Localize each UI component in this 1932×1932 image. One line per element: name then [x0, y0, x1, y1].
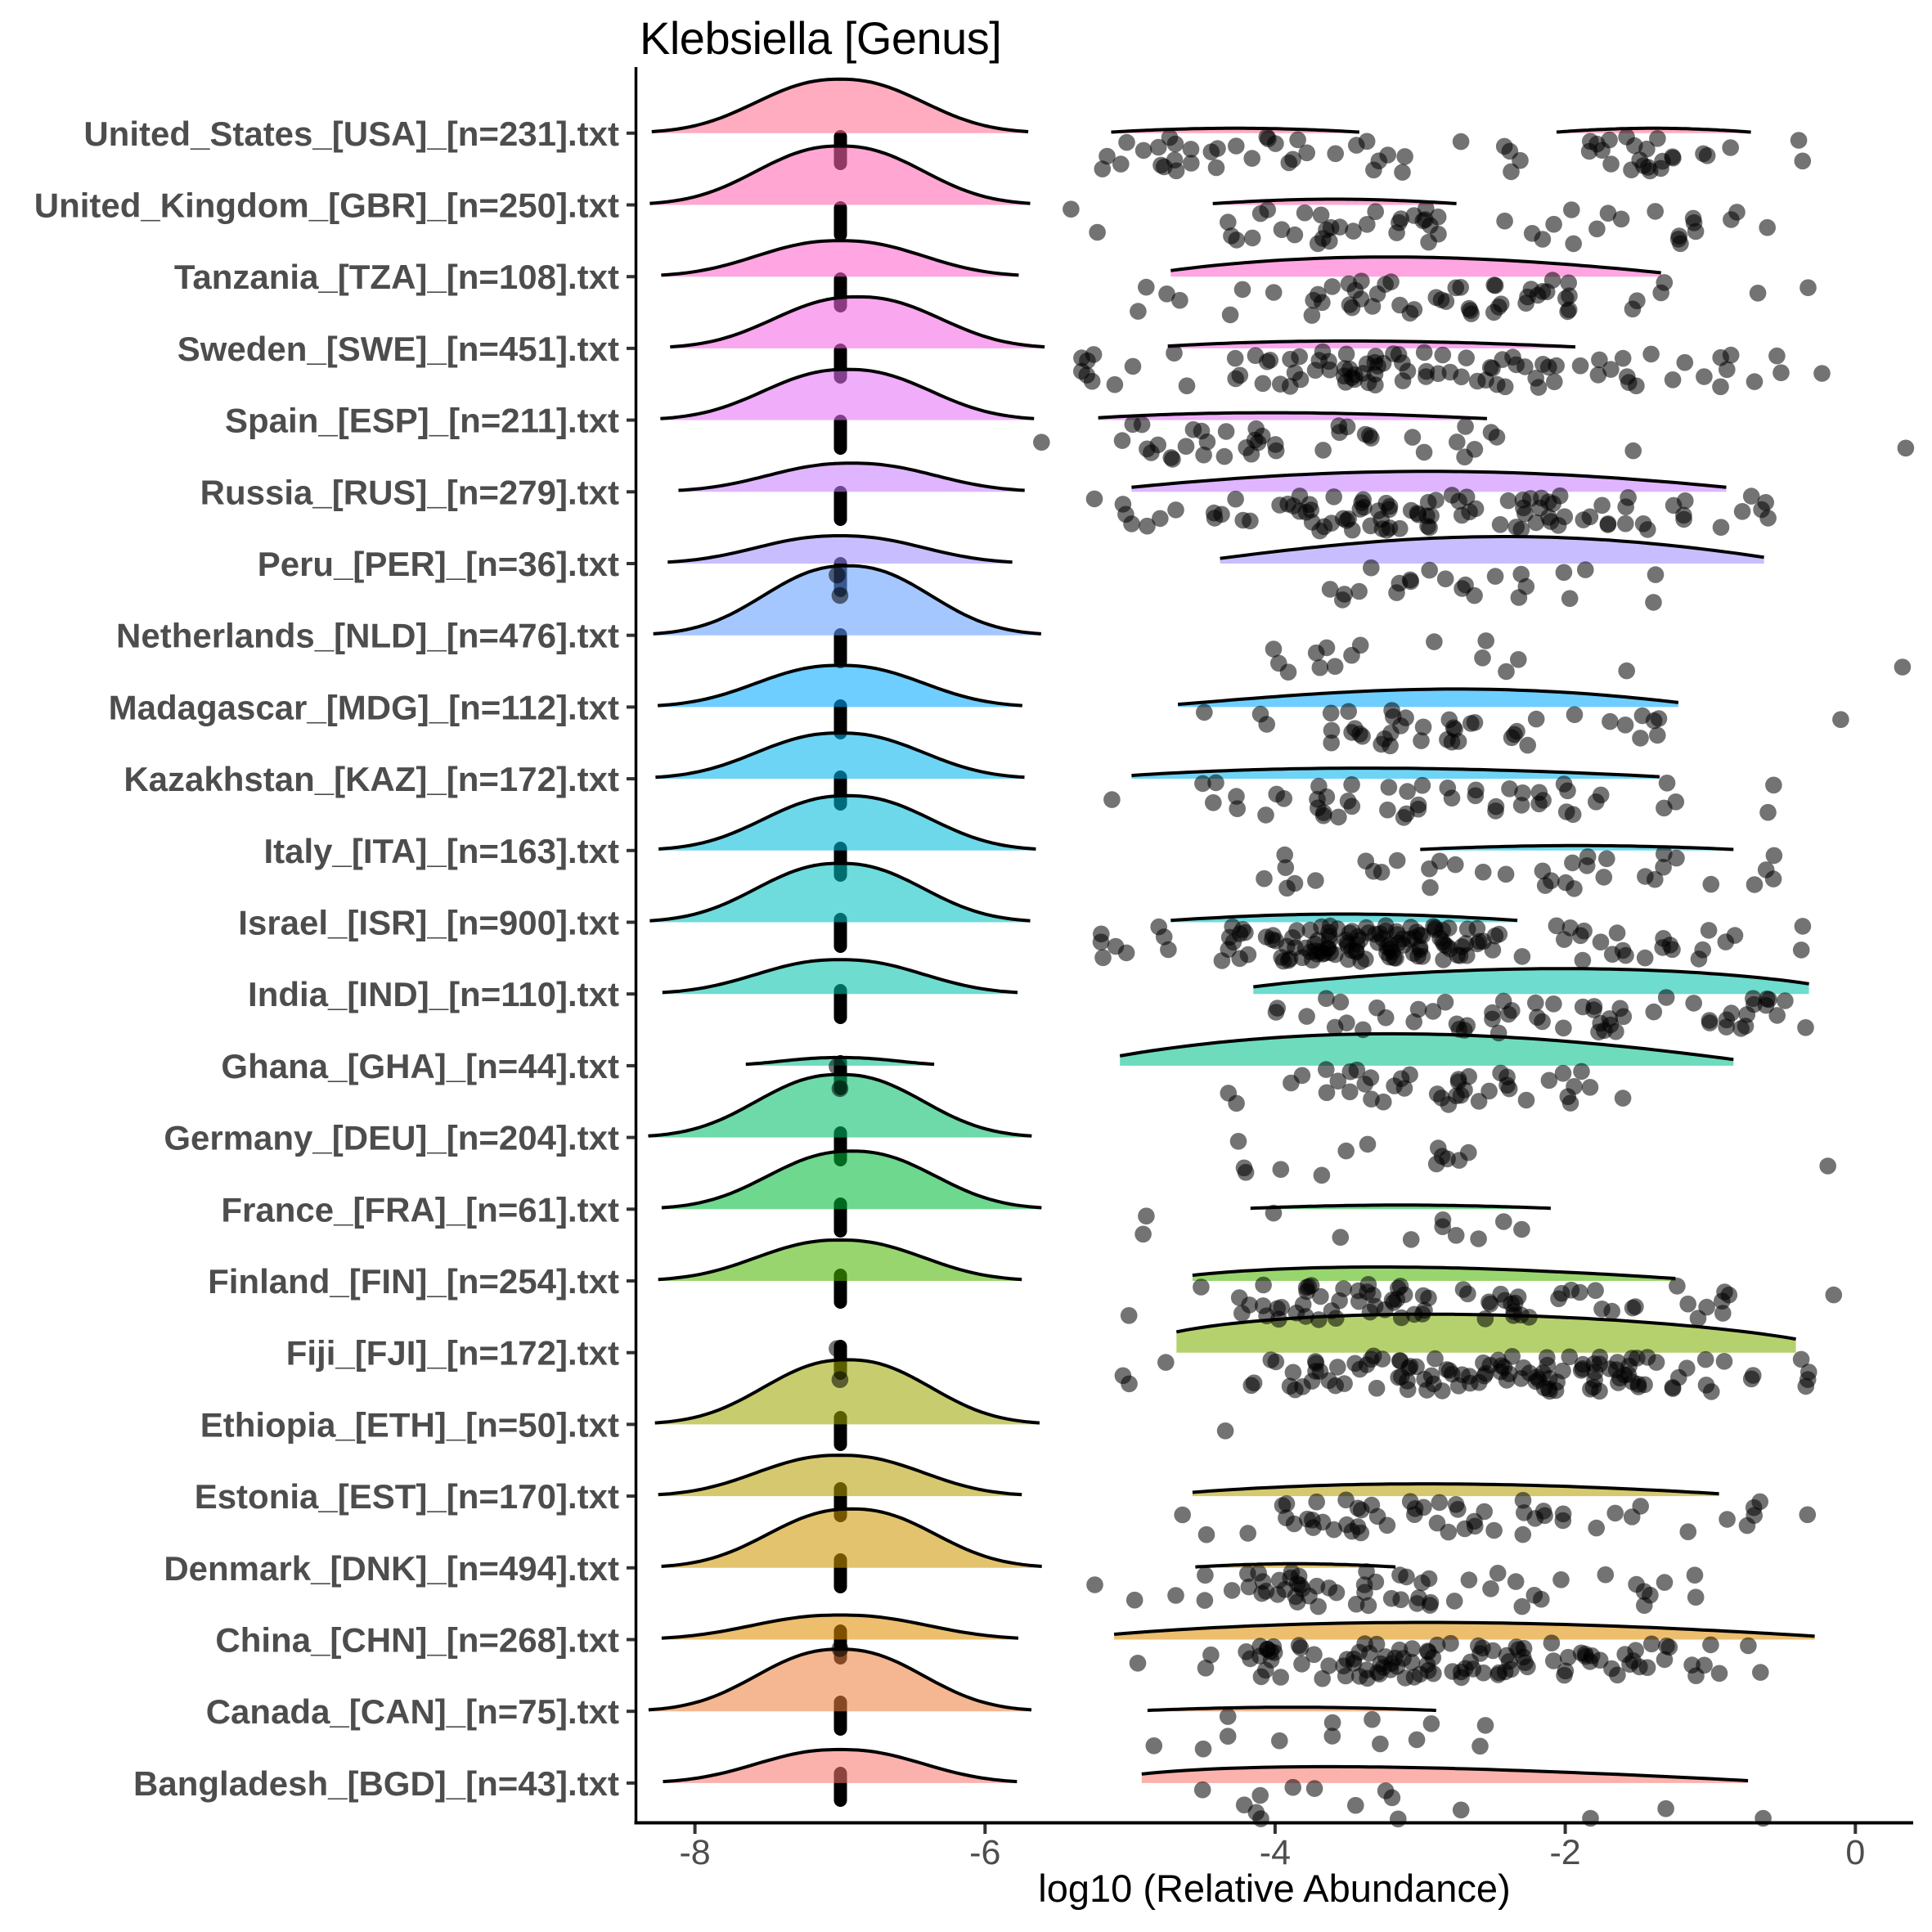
svg-text:Ethiopia_[ETH]_[n=50].txt: Ethiopia_[ETH]_[n=50].txt [200, 1405, 619, 1444]
svg-text:Italy_[ITA]_[n=163].txt: Italy_[ITA]_[n=163].txt [264, 832, 620, 870]
svg-text:Ghana_[GHA]_[n=44].txt: Ghana_[GHA]_[n=44].txt [221, 1047, 619, 1085]
svg-text:Kazakhstan_[KAZ]_[n=172].txt: Kazakhstan_[KAZ]_[n=172].txt [124, 760, 619, 798]
svg-text:Sweden_[SWE]_[n=451].txt: Sweden_[SWE]_[n=451].txt [177, 330, 619, 368]
svg-text:Peru_[PER]_[n=36].txt: Peru_[PER]_[n=36].txt [258, 545, 619, 583]
svg-text:0: 0 [1845, 1833, 1865, 1872]
svg-text:Netherlands_[NLD]_[n=476].txt: Netherlands_[NLD]_[n=476].txt [116, 617, 619, 655]
svg-text:Germany_[DEU]_[n=204].txt: Germany_[DEU]_[n=204].txt [164, 1119, 619, 1157]
svg-text:Denmark_[DNK]_[n=494].txt: Denmark_[DNK]_[n=494].txt [164, 1549, 619, 1588]
svg-text:India_[IND]_[n=110].txt: India_[IND]_[n=110].txt [248, 975, 619, 1013]
svg-text:Madagascar_[MDG]_[n=112].txt: Madagascar_[MDG]_[n=112].txt [109, 688, 619, 726]
svg-text:China_[CHN]_[n=268].txt: China_[CHN]_[n=268].txt [215, 1621, 619, 1660]
svg-text:Tanzania_[TZA]_[n=108].txt: Tanzania_[TZA]_[n=108].txt [174, 258, 619, 296]
svg-text:Fiji_[FJI]_[n=172].txt: Fiji_[FJI]_[n=172].txt [286, 1334, 619, 1373]
svg-text:-4: -4 [1260, 1833, 1291, 1872]
svg-text:-6: -6 [969, 1833, 1000, 1872]
svg-text:-2: -2 [1549, 1833, 1580, 1872]
svg-text:Estonia_[EST]_[n=170].txt: Estonia_[EST]_[n=170].txt [195, 1477, 619, 1516]
svg-text:United_Kingdom_[GBR]_[n=250].t: United_Kingdom_[GBR]_[n=250].txt [34, 186, 619, 225]
svg-text:Klebsiella [Genus]: Klebsiella [Genus] [640, 12, 1001, 64]
svg-text:Finland_[FIN]_[n=254].txt: Finland_[FIN]_[n=254].txt [208, 1262, 619, 1301]
svg-text:Russia_[RUS]_[n=279].txt: Russia_[RUS]_[n=279].txt [200, 473, 619, 511]
svg-text:Canada_[CAN]_[n=75].txt: Canada_[CAN]_[n=75].txt [206, 1692, 619, 1731]
svg-text:Spain_[ESP]_[n=211].txt: Spain_[ESP]_[n=211].txt [225, 402, 619, 440]
svg-text:United_States_[USA]_[n=231].tx: United_States_[USA]_[n=231].txt [83, 115, 619, 153]
svg-text:Bangladesh_[BGD]_[n=43].txt: Bangladesh_[BGD]_[n=43].txt [133, 1764, 619, 1803]
svg-text:-8: -8 [679, 1833, 710, 1872]
svg-text:log10 (Relative Abundance): log10 (Relative Abundance) [1038, 1867, 1510, 1910]
svg-text:France_[FRA]_[n=61].txt: France_[FRA]_[n=61].txt [221, 1190, 619, 1229]
svg-text:Israel_[ISR]_[n=900].txt: Israel_[ISR]_[n=900].txt [238, 904, 619, 942]
